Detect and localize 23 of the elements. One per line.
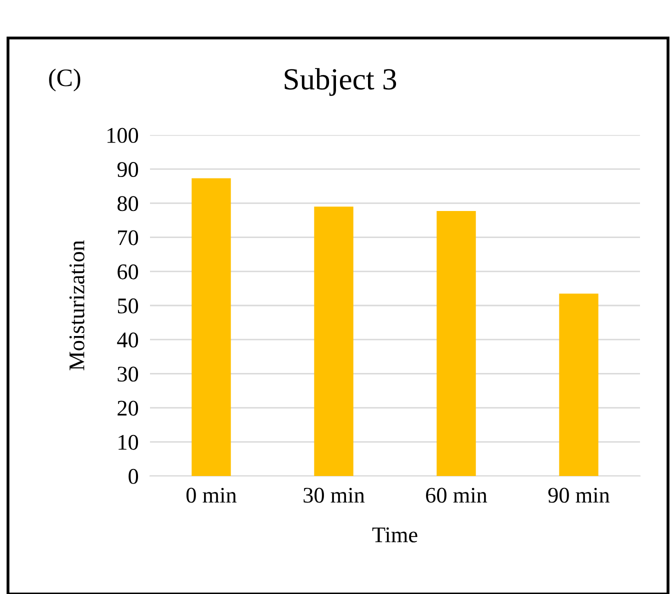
x-tick-label: 90 min	[548, 488, 610, 503]
y-tick-label: 40	[117, 332, 138, 348]
y-tick-label: 50	[118, 298, 138, 314]
y-tick-label: 60	[118, 264, 138, 280]
y-tick-label: 100	[108, 128, 138, 143]
text: (C)	[49, 68, 80, 92]
bar	[436, 211, 476, 476]
x-tick-label: 30 min	[304, 488, 365, 503]
y-axis-title: Moisturization	[69, 240, 84, 370]
bar	[314, 206, 354, 476]
y-tick-label: 80	[118, 196, 138, 212]
x-tick-label: 0 min	[186, 488, 237, 503]
bar	[559, 294, 598, 476]
bar	[192, 178, 231, 476]
x-tick-label: 60 min	[426, 488, 488, 503]
y-tick-label: 70	[118, 230, 138, 246]
x-axis-title: Time	[372, 527, 418, 542]
y-tick-label: 30	[118, 366, 138, 382]
y-tick-label: 90	[117, 162, 138, 178]
y-tick-label: 0	[128, 468, 138, 484]
y-tick-label: 20	[118, 400, 138, 416]
y-tick-label: 10	[118, 434, 138, 450]
chart-title: Subject 3	[284, 68, 396, 96]
